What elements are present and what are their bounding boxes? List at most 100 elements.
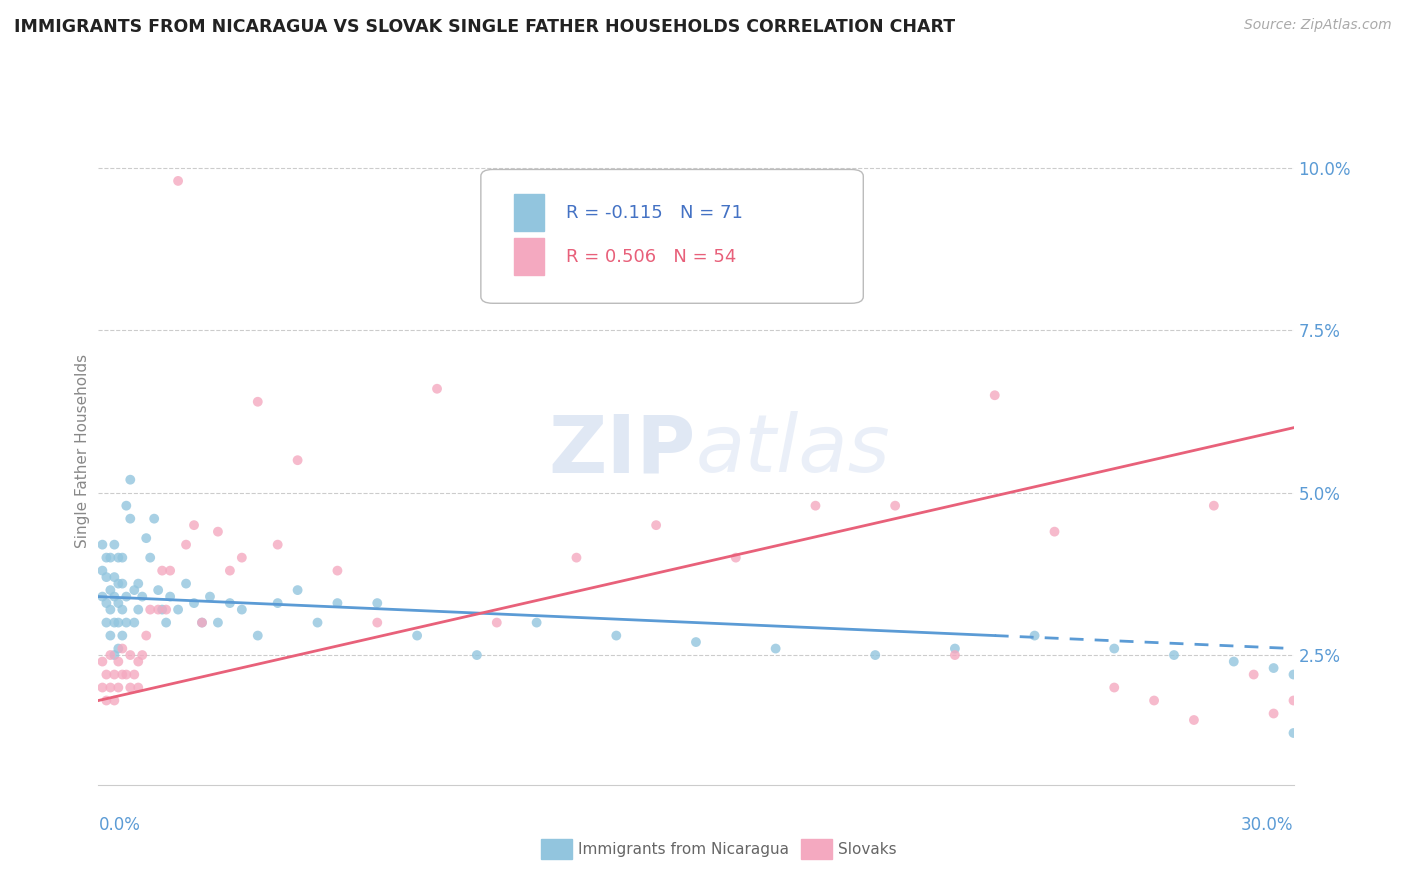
Point — [91, 564, 114, 578]
Point — [1143, 693, 1166, 707]
Point — [605, 629, 627, 643]
Point — [191, 615, 214, 630]
Point — [103, 538, 125, 552]
Point — [1243, 667, 1265, 681]
Point — [131, 648, 153, 662]
Point — [287, 583, 309, 598]
Point — [96, 596, 118, 610]
Point — [765, 641, 787, 656]
Point — [96, 693, 118, 707]
Text: R = 0.506   N = 54: R = 0.506 N = 54 — [565, 248, 737, 266]
Point — [98, 648, 122, 662]
Point — [207, 524, 229, 539]
Point — [326, 596, 349, 610]
Point — [148, 602, 170, 616]
Point — [724, 550, 747, 565]
Point — [1263, 661, 1285, 675]
Point — [124, 583, 146, 598]
Point — [111, 576, 134, 591]
Point — [124, 615, 146, 630]
Point — [1282, 667, 1305, 681]
Point — [96, 570, 118, 584]
Text: 0.0%: 0.0% — [98, 816, 141, 834]
Point — [183, 596, 205, 610]
Point — [120, 681, 142, 695]
Point — [155, 602, 177, 616]
Point — [863, 648, 886, 662]
Point — [267, 596, 290, 610]
Point — [231, 602, 253, 616]
Point — [111, 641, 134, 656]
Point — [167, 174, 190, 188]
Point — [174, 538, 197, 552]
Point — [103, 570, 125, 584]
Point — [485, 615, 508, 630]
Point — [526, 615, 548, 630]
Point — [120, 511, 142, 525]
Point — [135, 629, 157, 643]
Point — [124, 667, 146, 681]
Bar — [515, 238, 544, 275]
Point — [366, 615, 388, 630]
Point — [167, 602, 190, 616]
Point — [143, 511, 166, 525]
Point — [98, 583, 122, 598]
Point — [645, 518, 668, 533]
Point — [207, 615, 229, 630]
Point — [103, 667, 125, 681]
Point — [131, 590, 153, 604]
Point — [246, 394, 269, 409]
Point — [1024, 629, 1046, 643]
Point — [107, 681, 129, 695]
Point — [426, 382, 449, 396]
Point — [103, 590, 125, 604]
Point — [115, 667, 138, 681]
Point — [98, 550, 122, 565]
Point — [287, 453, 309, 467]
Text: atlas: atlas — [696, 411, 891, 490]
Text: IMMIGRANTS FROM NICARAGUA VS SLOVAK SINGLE FATHER HOUSEHOLDS CORRELATION CHART: IMMIGRANTS FROM NICARAGUA VS SLOVAK SING… — [14, 18, 955, 36]
Point — [107, 655, 129, 669]
Point — [174, 576, 197, 591]
Point — [465, 648, 488, 662]
Text: ZIP: ZIP — [548, 411, 696, 490]
Point — [127, 576, 149, 591]
Text: Slovaks: Slovaks — [838, 842, 897, 856]
Point — [804, 499, 827, 513]
Point — [127, 681, 149, 695]
Point — [155, 615, 177, 630]
Point — [96, 667, 118, 681]
Point — [231, 550, 253, 565]
Point — [139, 550, 162, 565]
Point — [183, 518, 205, 533]
Point — [1163, 648, 1185, 662]
Point — [115, 590, 138, 604]
Point — [246, 629, 269, 643]
Point — [1282, 693, 1305, 707]
Point — [127, 602, 149, 616]
Point — [1182, 713, 1205, 727]
Point — [120, 648, 142, 662]
Point — [103, 615, 125, 630]
FancyBboxPatch shape — [481, 169, 863, 303]
Point — [1282, 726, 1305, 740]
Point — [98, 681, 122, 695]
Point — [943, 648, 966, 662]
Point — [565, 550, 588, 565]
Point — [1043, 524, 1066, 539]
Text: R = -0.115   N = 71: R = -0.115 N = 71 — [565, 203, 742, 221]
Point — [1102, 681, 1125, 695]
Point — [111, 550, 134, 565]
Point — [96, 550, 118, 565]
Point — [943, 641, 966, 656]
Point — [96, 615, 118, 630]
Point — [98, 602, 122, 616]
Point — [107, 615, 129, 630]
Point — [159, 590, 181, 604]
Point — [1222, 655, 1246, 669]
Point — [111, 602, 134, 616]
Point — [326, 564, 349, 578]
Point — [884, 499, 907, 513]
Bar — [515, 194, 544, 231]
Point — [107, 596, 129, 610]
